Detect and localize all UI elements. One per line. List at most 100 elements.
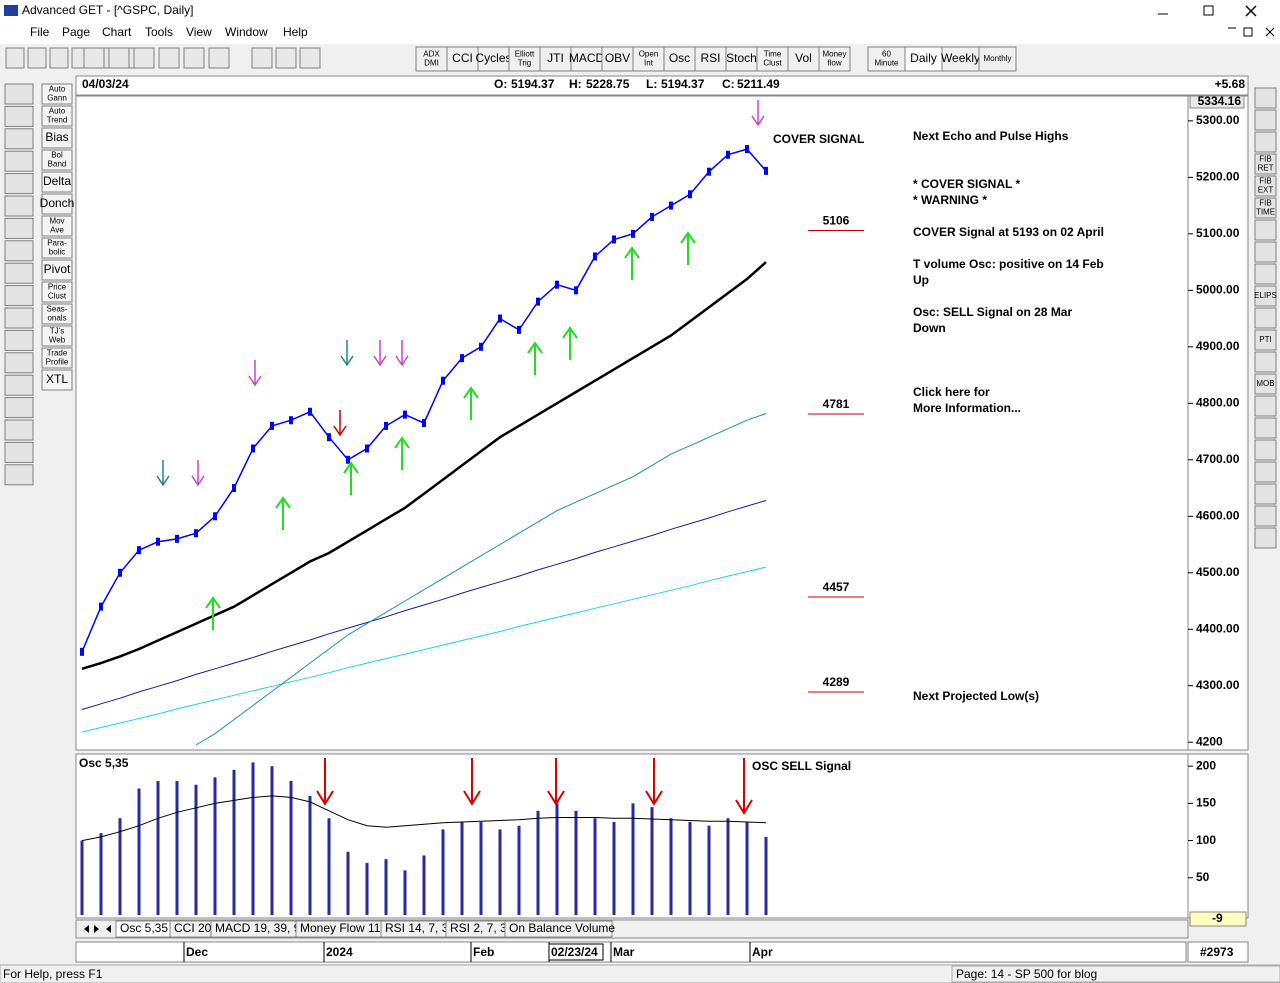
drawing-tool[interactable] [4,419,34,441]
drawing-tool[interactable] [4,217,34,239]
button[interactable] [904,46,943,72]
menu-item[interactable]: Chart [102,25,132,39]
right-tool[interactable] [1254,373,1277,395]
tool-icon[interactable] [49,47,69,69]
button[interactable] [978,46,1017,72]
drawing-tool[interactable] [4,173,34,195]
drawing-tool[interactable] [4,150,34,172]
tab-scroll[interactable] [84,925,111,933]
right-tool[interactable] [1254,197,1277,219]
right-tool[interactable] [1254,527,1277,549]
drawing-tool[interactable] [4,397,34,419]
right-tool[interactable] [1254,351,1277,373]
right-tool[interactable] [1254,439,1277,461]
button[interactable] [663,46,696,72]
menu-item[interactable]: Window [225,25,268,39]
right-tool[interactable] [1254,285,1277,307]
button[interactable] [41,127,73,149]
button[interactable] [725,46,758,72]
right-tool[interactable] [1254,483,1277,505]
button[interactable] [41,83,73,105]
drawing-tool[interactable] [4,329,34,351]
tool-icon[interactable] [108,47,130,69]
menu-item[interactable]: View [186,25,212,39]
button[interactable] [818,46,851,72]
button[interactable] [41,303,73,325]
right-tool[interactable] [1254,307,1277,329]
tool-icon[interactable] [299,47,321,69]
button[interactable] [570,46,603,72]
tab-label[interactable]: On Balance Volume [509,921,615,935]
button[interactable] [941,46,980,72]
right-tool[interactable] [1254,109,1277,131]
right-tool[interactable] [1254,219,1277,241]
drawing-tool[interactable] [4,374,34,396]
button[interactable] [41,149,73,171]
button[interactable] [756,46,789,72]
button[interactable] [41,369,73,391]
tab-label[interactable]: RSI 14, 7, 3 [385,921,449,935]
tab[interactable] [504,920,613,938]
drawing-tool[interactable] [4,464,34,486]
right-tool[interactable] [1254,131,1277,153]
chart-note[interactable]: Click here for [913,385,990,399]
button[interactable] [41,171,73,193]
menu-item[interactable]: Tools [145,25,173,39]
button[interactable] [41,347,73,369]
right-tool[interactable] [1254,505,1277,527]
button[interactable] [41,215,73,237]
right-tool[interactable] [1254,153,1277,175]
tool-icon[interactable] [275,47,297,69]
menu-item[interactable]: Help [283,25,308,39]
tool-icon[interactable] [83,47,105,69]
button[interactable] [41,237,73,259]
button[interactable] [415,46,448,72]
chart-note[interactable]: More Information... [913,401,1021,415]
right-tool[interactable] [1254,87,1277,109]
button[interactable] [41,259,73,281]
right-tool[interactable] [1254,329,1277,351]
right-tool[interactable] [1254,263,1277,285]
menu-item[interactable]: Page [62,25,90,39]
tool-icon[interactable] [5,47,25,69]
drawing-tool[interactable] [4,262,34,284]
button[interactable] [41,193,73,215]
button[interactable] [694,46,727,72]
right-tool[interactable] [1254,395,1277,417]
menu-item[interactable]: File [30,25,50,39]
right-tool[interactable] [1254,417,1277,439]
tool-icon[interactable] [208,47,230,69]
tool-icon[interactable] [183,47,205,69]
drawing-tool[interactable] [4,128,34,150]
drawing-tool[interactable] [4,307,34,329]
button[interactable] [41,281,73,303]
right-tool[interactable] [1254,175,1277,197]
drawing-tool[interactable] [4,105,34,127]
tab-label[interactable]: MACD 19, 39, 9 [215,921,301,935]
tool-icon[interactable] [251,47,273,69]
drawing-tool[interactable] [4,240,34,262]
drawing-tool[interactable] [4,285,34,307]
tab-label[interactable]: CCI 20 [174,921,212,935]
mdi-controls[interactable] [1228,27,1275,37]
close-button[interactable] [1245,5,1257,17]
right-tool[interactable] [1254,461,1277,483]
button[interactable] [539,46,572,72]
drawing-tool[interactable] [4,441,34,463]
button[interactable] [41,105,73,127]
tool-icon[interactable] [158,47,180,69]
button[interactable] [41,325,73,347]
tool-icon[interactable] [133,47,155,69]
tab-label[interactable]: Osc 5,35 [120,921,168,935]
right-tool[interactable] [1254,241,1277,263]
drawing-tool[interactable] [4,195,34,217]
drawing-tool[interactable] [4,352,34,374]
button[interactable] [477,46,510,72]
tool-icon[interactable] [27,47,47,69]
button[interactable] [446,46,479,72]
drawing-tool[interactable] [4,83,34,105]
button[interactable] [632,46,665,72]
tab-label[interactable]: Money Flow 11 [300,921,381,935]
tab-label[interactable]: RSI 2, 7, 3 [450,921,507,935]
restore-button[interactable] [1203,5,1214,16]
